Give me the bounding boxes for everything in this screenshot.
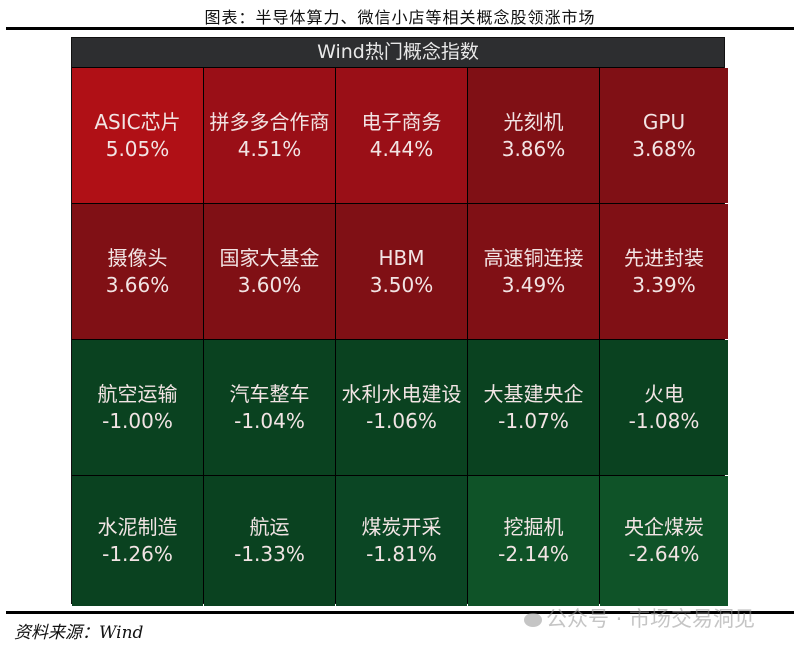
cell-pct: -2.14% bbox=[498, 542, 569, 566]
heatmap-cell: 火电 -1.08% bbox=[600, 340, 728, 475]
heatmap-cell: 水泥制造 -1.26% bbox=[72, 476, 203, 606]
cell-pct: -1.26% bbox=[102, 542, 173, 566]
cell-pct: -2.64% bbox=[628, 542, 700, 566]
cell-name: 火电 bbox=[644, 381, 684, 406]
watermark-text: 公众号 · 市场交易洞见 bbox=[546, 607, 756, 631]
heatmap-cell: 央企煤炭 -2.64% bbox=[600, 476, 728, 606]
heatmap-cell: 挖掘机 -2.14% bbox=[468, 476, 599, 606]
cell-pct: 5.05% bbox=[105, 136, 170, 161]
cell-pct: 3.49% bbox=[501, 272, 566, 297]
cell-name: 水利水电建设 bbox=[341, 381, 462, 406]
cell-name: 光刻机 bbox=[503, 109, 564, 134]
cell-name: 煤炭开采 bbox=[361, 515, 442, 539]
cell-name: 水泥制造 bbox=[97, 515, 178, 539]
cell-pct: -1.08% bbox=[628, 408, 700, 433]
cell-name: 高速铜连接 bbox=[483, 245, 584, 270]
watermark: 公众号 · 市场交易洞见 bbox=[524, 603, 755, 633]
heatmap-grid: ASIC芯片 5.05% 拼多多合作商 4.51% 电子商务 4.44% 光刻机 3.8… bbox=[72, 68, 728, 606]
cell-name: 国家大基金 bbox=[219, 245, 320, 270]
heatmap-cell: 汽车整车 -1.04% bbox=[204, 340, 335, 475]
cell-pct: 4.44% bbox=[369, 136, 434, 161]
heatmap-cell: 大基建央企 -1.07% bbox=[468, 340, 599, 475]
cell-name: 先进封装 bbox=[624, 245, 704, 270]
cell-pct: -1.04% bbox=[234, 408, 305, 433]
concept-index-board: Wind热门概念指数 ASIC芯片 5.05% 拼多多合作商 4.51% 电子商务 4… bbox=[71, 37, 728, 606]
cell-pct: 3.39% bbox=[632, 272, 696, 297]
cell-name: 航空运输 bbox=[97, 381, 178, 406]
cell-name: GPU bbox=[642, 109, 686, 134]
cell-name: 大基建央企 bbox=[483, 381, 584, 406]
cell-pct: 4.51% bbox=[237, 136, 302, 161]
heatmap-cell: HBM 3.50% bbox=[336, 204, 467, 339]
heatmap-cell: GPU 3.68% bbox=[600, 68, 728, 203]
cell-pct: -1.33% bbox=[234, 542, 305, 566]
cell-name: 电子商务 bbox=[361, 109, 442, 134]
heatmap-cell: 航空运输 -1.00% bbox=[72, 340, 203, 475]
cell-name: 航运 bbox=[249, 515, 290, 539]
heatmap-cell: 光刻机 3.86% bbox=[468, 68, 599, 203]
cell-pct: 3.66% bbox=[105, 272, 170, 297]
cell-pct: -1.07% bbox=[498, 408, 569, 433]
figure-title: 图表：半导体算力、微信小店等相关概念股领涨市场 bbox=[204, 8, 596, 27]
heatmap-cell: 电子商务 4.44% bbox=[336, 68, 467, 203]
cell-pct: 3.86% bbox=[501, 136, 566, 161]
heatmap-cell: 拼多多合作商 4.51% bbox=[204, 68, 335, 203]
cell-name: 挖掘机 bbox=[503, 515, 564, 539]
heatmap-cell: 水利水电建设 -1.06% bbox=[336, 340, 467, 475]
cell-pct: 3.60% bbox=[237, 272, 302, 297]
heatmap-cell: ASIC芯片 5.05% bbox=[72, 68, 203, 203]
cell-name: HBM bbox=[378, 245, 425, 270]
cell-name: ASIC芯片 bbox=[94, 109, 181, 134]
cell-name: 汽车整车 bbox=[229, 381, 310, 406]
heatmap-cell: 国家大基金 3.60% bbox=[204, 204, 335, 339]
cell-name: 央企煤炭 bbox=[624, 515, 704, 539]
heatmap-cell: 高速铜连接 3.49% bbox=[468, 204, 599, 339]
cell-name: 摄像头 bbox=[107, 245, 168, 270]
cell-pct: 3.68% bbox=[632, 136, 696, 161]
cell-pct: -1.81% bbox=[366, 542, 437, 566]
top-rule bbox=[6, 27, 794, 30]
cell-pct: 3.50% bbox=[369, 272, 434, 297]
bottom-rule bbox=[6, 611, 794, 614]
cell-name: 拼多多合作商 bbox=[209, 109, 330, 134]
source-note: 资料来源：Wind bbox=[14, 623, 144, 643]
cell-pct: -1.00% bbox=[102, 408, 173, 433]
heatmap-cell: 航运 -1.33% bbox=[204, 476, 335, 606]
board-header: Wind热门概念指数 bbox=[72, 38, 724, 68]
heatmap-cell: 摄像头 3.66% bbox=[72, 204, 203, 339]
heatmap-cell: 先进封装 3.39% bbox=[600, 204, 728, 339]
cell-pct: -1.06% bbox=[366, 408, 437, 433]
wechat-icon bbox=[524, 613, 542, 627]
heatmap-cell: 煤炭开采 -1.81% bbox=[336, 476, 467, 606]
